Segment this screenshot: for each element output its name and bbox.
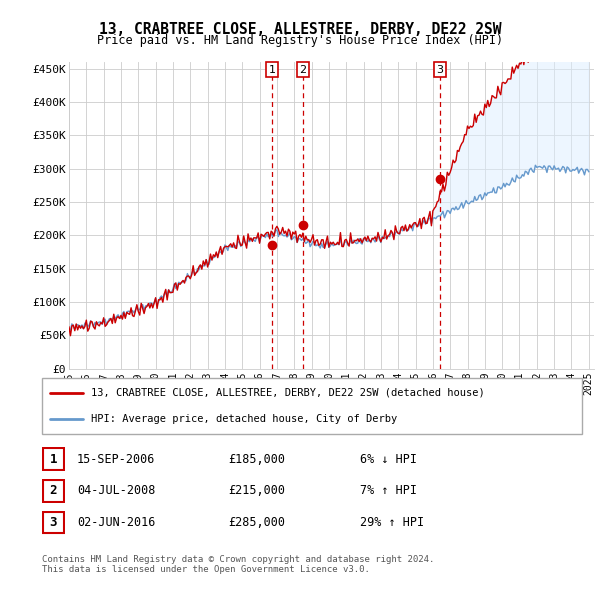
FancyBboxPatch shape <box>43 512 64 533</box>
Text: 3: 3 <box>437 65 443 74</box>
Text: 13, CRABTREE CLOSE, ALLESTREE, DERBY, DE22 2SW: 13, CRABTREE CLOSE, ALLESTREE, DERBY, DE… <box>99 22 501 37</box>
Text: £215,000: £215,000 <box>228 484 285 497</box>
Text: 6% ↓ HPI: 6% ↓ HPI <box>360 453 417 466</box>
Text: Price paid vs. HM Land Registry's House Price Index (HPI): Price paid vs. HM Land Registry's House … <box>97 34 503 47</box>
Text: 1: 1 <box>268 65 275 74</box>
Text: £285,000: £285,000 <box>228 516 285 529</box>
Text: 3: 3 <box>50 516 57 529</box>
Text: 2: 2 <box>50 484 57 497</box>
Text: 29% ↑ HPI: 29% ↑ HPI <box>360 516 424 529</box>
Text: 1: 1 <box>50 453 57 466</box>
Text: £185,000: £185,000 <box>228 453 285 466</box>
Text: 02-JUN-2016: 02-JUN-2016 <box>77 516 155 529</box>
FancyBboxPatch shape <box>42 378 582 434</box>
Text: 13, CRABTREE CLOSE, ALLESTREE, DERBY, DE22 2SW (detached house): 13, CRABTREE CLOSE, ALLESTREE, DERBY, DE… <box>91 388 484 398</box>
Text: HPI: Average price, detached house, City of Derby: HPI: Average price, detached house, City… <box>91 414 397 424</box>
Text: This data is licensed under the Open Government Licence v3.0.: This data is licensed under the Open Gov… <box>42 565 370 574</box>
Text: 04-JUL-2008: 04-JUL-2008 <box>77 484 155 497</box>
Text: 7% ↑ HPI: 7% ↑ HPI <box>360 484 417 497</box>
Text: Contains HM Land Registry data © Crown copyright and database right 2024.: Contains HM Land Registry data © Crown c… <box>42 555 434 563</box>
FancyBboxPatch shape <box>43 480 64 502</box>
Text: 2: 2 <box>299 65 307 74</box>
FancyBboxPatch shape <box>43 448 64 470</box>
Text: 15-SEP-2006: 15-SEP-2006 <box>77 453 155 466</box>
